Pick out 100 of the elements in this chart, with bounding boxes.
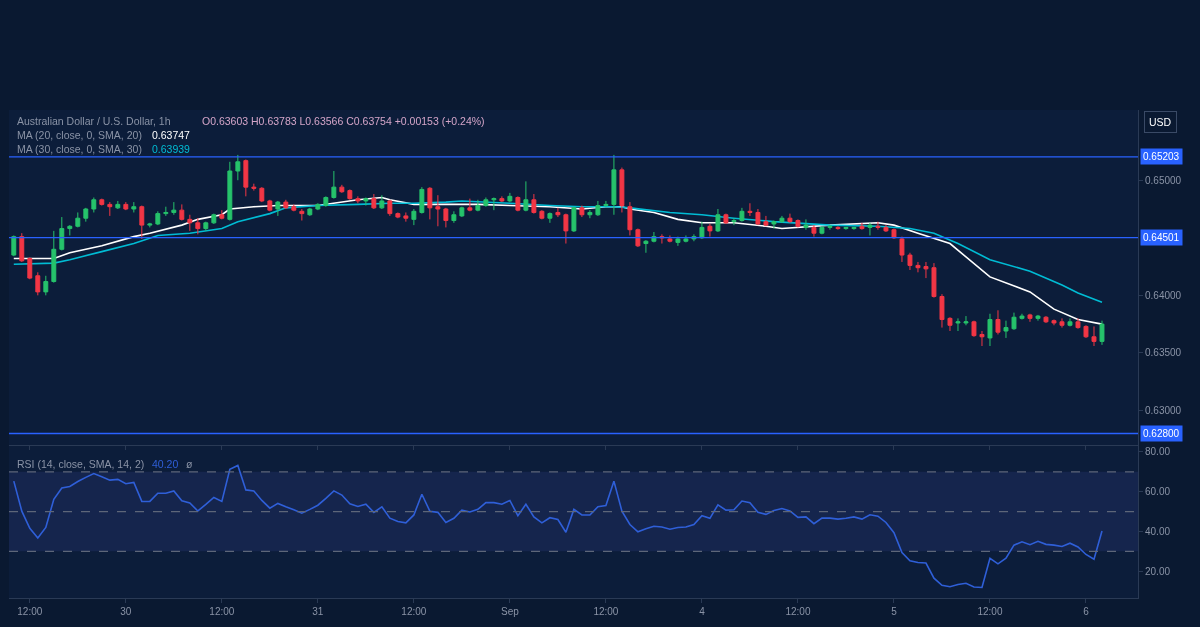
candlestick [835,225,841,231]
candlestick [1067,317,1073,327]
candlestick [467,198,473,212]
candlestick [187,214,193,232]
candlestick [1035,314,1041,322]
candlestick [275,200,281,217]
candlestick [475,199,481,212]
candlestick [971,320,977,338]
candlestick [595,200,601,217]
candlestick [675,236,681,247]
candlestick [139,205,145,240]
candlestick [1059,317,1065,329]
candlestick [195,217,201,235]
candlestick [419,186,425,215]
candlestick [283,199,289,210]
candlestick [819,225,825,235]
candlestick [123,201,129,211]
candlestick [803,218,809,231]
candlestick [163,206,169,217]
candlestick [995,309,1001,335]
candlestick [299,208,305,222]
y-tick-label: 20.00 [1145,565,1171,577]
candlestick [883,224,889,233]
candlestick [179,203,185,222]
candlestick [291,203,297,212]
candlestick [131,201,137,213]
candlestick [459,206,465,218]
candlestick [427,186,433,220]
candlestick [43,275,49,296]
candlestick [1003,320,1009,339]
candlestick [795,218,801,228]
candlestick [91,196,97,213]
candlestick [51,230,57,284]
candlestick [707,223,713,238]
candlestick [259,186,265,203]
candlestick [147,222,153,228]
candlestick [483,196,489,208]
candlestick [59,216,65,251]
candlestick [219,209,225,220]
x-tick-label: Sep [500,606,520,617]
candlestick [347,188,353,201]
candlestick [755,208,761,226]
candlestick [499,195,505,203]
annotation: 40.20 [152,458,179,470]
candlestick [539,209,545,220]
x-tick-label: 30 [120,606,132,617]
annotation: O0.63603 H0.63783 L0.63566 C0.63754 +0.00153 (+0.24%) [202,115,485,127]
candlestick [627,201,633,236]
y-tick-label: 0.64000 [1145,289,1182,301]
y-tick-label: 0.65000 [1145,174,1182,186]
candlestick [827,224,833,231]
candlestick [411,208,417,226]
candlestick [27,256,33,280]
candlestick [723,213,729,225]
candlestick [1027,313,1033,323]
candlestick [267,199,273,212]
candlestick [747,202,753,217]
candlestick [155,210,161,226]
candlestick [75,211,81,228]
candlestick [1099,320,1105,346]
annotation: MA (20, close, 0, SMA, 20) [17,129,142,141]
candlestick [987,313,993,347]
candlestick [763,215,769,227]
candlestick [587,209,593,219]
line-series [13,200,1103,304]
y-tick-label: 80.00 [1145,446,1171,458]
candlestick [339,184,345,194]
candlestick [947,316,953,332]
candlestick [355,195,361,204]
text: USD [1149,116,1172,128]
candlestick [667,234,673,243]
candlestick [563,213,569,245]
candlestick [963,315,969,326]
candlestick [547,211,553,224]
candlestick [331,170,337,200]
candlestick [1043,315,1049,324]
candlestick [931,262,937,299]
annotation: Australian Dollar / U.S. Dollar, 1h [17,115,171,127]
candlestick [451,210,457,224]
candlestick [699,221,705,240]
candlestick [107,201,113,217]
candlestick [403,211,409,223]
candlestick [739,207,745,223]
candlestick [443,207,449,228]
candlestick [891,228,897,240]
ref-line-label: 0.65203 [1143,151,1180,162]
annotation: MA (30, close, 0, SMA, 30) [17,143,142,155]
x-tick-label: 12:00 [17,606,43,617]
candlestick [603,200,609,208]
candlestick [1091,325,1097,347]
candlestick [531,193,537,215]
candlestick [715,208,721,233]
candlestick [867,222,873,236]
candlestick [579,205,585,218]
candlestick [571,206,577,233]
y-tick-label: 40.00 [1145,525,1171,537]
candlestick [35,271,41,296]
candlestick [491,196,497,211]
candlestick [227,161,233,222]
y-tick-label: 0.63000 [1145,404,1182,416]
